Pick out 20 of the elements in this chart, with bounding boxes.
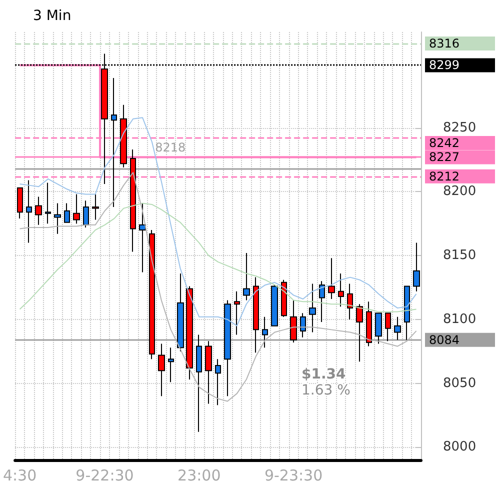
y-tick-label: 8250 [443,120,476,136]
annotation: $1.34 [302,366,346,382]
y-tick-label: 8100 [443,312,476,327]
y-tick-label: 8000 [443,440,476,455]
ref-line-label: 8212 [429,169,460,184]
ref-line-label: 8316 [429,36,460,50]
ref-line-label: 8299 [429,58,460,72]
ref-line-label: 8242 [429,136,460,150]
y-tick-label: 8150 [443,248,476,264]
x-tick-label: 9-22:30 [76,466,134,484]
ref-line-label: 8227 [429,150,460,164]
chart-title: 3 Min [33,8,72,24]
x-tick-label: 4:30 [2,466,37,484]
x-tick-label: 9-23:30 [264,466,323,484]
x-tick-label: 23:00 [178,466,221,484]
ref-line-label: 8084 [429,332,460,347]
ref-line-label: 8218 [155,140,186,155]
y-tick-label: 8050 [443,376,476,391]
annotation: 1.63 % [302,382,350,398]
y-tick-label: 8200 [443,184,476,200]
